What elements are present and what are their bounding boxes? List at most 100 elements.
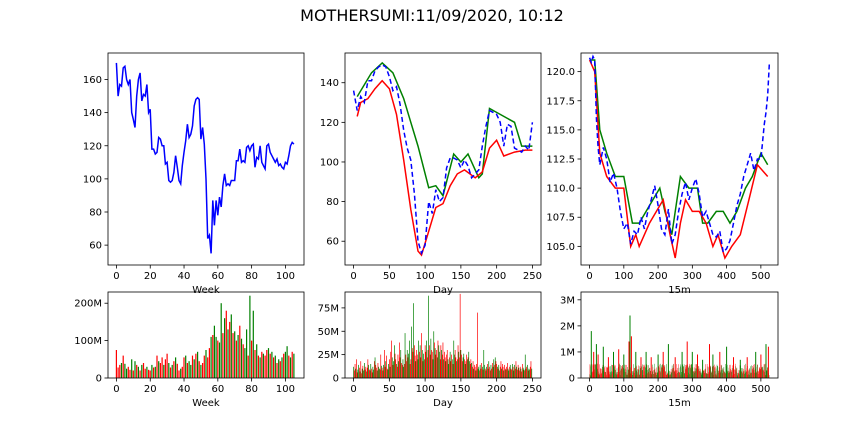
- volume-bar: [447, 359, 449, 378]
- volume-bar: [517, 369, 518, 378]
- volume-bar: [399, 357, 401, 378]
- volume-bar: [502, 366, 504, 378]
- x-tick-label: 0: [350, 271, 356, 282]
- volume-bar: [416, 354, 418, 378]
- x-tick-label: 100: [276, 384, 295, 395]
- volume-bar: [489, 370, 491, 378]
- volume-bar: [597, 354, 599, 378]
- volume-bar: [230, 314, 232, 378]
- volume-bar: [433, 331, 435, 378]
- volume-bar: [417, 359, 419, 378]
- volume-bar: [502, 364, 503, 378]
- volume-bar: [358, 364, 359, 378]
- volume-bar: [203, 355, 205, 378]
- y-tick-label: 115.0: [546, 125, 575, 136]
- volume-bar: [386, 355, 387, 378]
- volume-bar: [136, 364, 138, 378]
- volume-bar: [529, 366, 531, 378]
- volume-bar: [416, 350, 417, 378]
- volume-bar: [148, 369, 150, 378]
- volume-bar: [210, 336, 212, 378]
- volume-bar: [235, 340, 237, 378]
- volume-bar: [490, 364, 492, 378]
- volume-bar: [517, 364, 519, 378]
- volume-bar: [419, 345, 421, 378]
- volume-bar: [629, 315, 631, 378]
- y-tick-label: 100: [320, 157, 339, 168]
- volume-bar: [151, 364, 153, 378]
- volume-bar: [391, 340, 392, 378]
- volume-bar: [755, 351, 757, 378]
- volume-bar: [515, 361, 517, 378]
- volume-bar: [289, 357, 292, 378]
- volume-bar: [273, 357, 275, 378]
- volume-bar: [436, 350, 437, 378]
- volume-bar: [207, 357, 209, 378]
- volume-bar: [428, 295, 429, 378]
- x-tick-label: 400: [717, 384, 736, 395]
- volume-bar: [359, 371, 361, 378]
- volume-bar: [357, 369, 359, 378]
- volume-bar: [438, 345, 440, 378]
- volume-bar: [454, 354, 455, 378]
- volume-bar: [415, 361, 417, 378]
- volume-bar: [208, 348, 210, 378]
- volume-bar: [468, 351, 470, 378]
- volume-bar: [164, 359, 166, 378]
- volume-bar: [370, 364, 372, 378]
- y-tick-label: 60: [326, 237, 339, 248]
- volume-bar: [366, 367, 368, 378]
- volume-bar: [474, 364, 475, 378]
- volume-bar: [363, 370, 364, 378]
- volume-bar: [380, 354, 382, 378]
- volume-bar: [115, 350, 117, 378]
- volume-bar: [469, 361, 470, 378]
- volume-bar: [461, 354, 462, 378]
- volume-bar: [149, 370, 151, 378]
- x-tick-label: 0: [586, 271, 592, 282]
- volume-bar: [522, 367, 524, 378]
- volume-bar: [486, 366, 487, 378]
- volume-bar: [385, 361, 387, 378]
- volume-bar: [478, 366, 480, 378]
- volume-bar: [429, 354, 431, 378]
- volume-bar: [361, 368, 363, 378]
- axes-frame-15m-volume: [580, 291, 779, 379]
- volume-bar: [686, 341, 688, 378]
- volume-bar: [376, 370, 378, 378]
- x-tick-label: 0: [350, 384, 356, 395]
- x-tick-label: 50: [383, 384, 396, 395]
- volume-bar: [712, 354, 714, 378]
- axes-frame-daily-price: [344, 52, 542, 266]
- volume-bar: [414, 355, 416, 378]
- volume-bar: [197, 351, 199, 378]
- volume-bar: [229, 321, 231, 378]
- volume-bar: [674, 357, 676, 378]
- volume-bar: [760, 354, 762, 378]
- volume-bar: [457, 345, 459, 378]
- chart-daily-volume: 0 50 100 150 200 250 0 25M 50M 75M Day: [318, 291, 542, 409]
- volume-bar: [256, 344, 258, 378]
- volume-bar: [424, 345, 426, 378]
- volume-bar: [446, 354, 447, 378]
- volume-bar: [394, 353, 396, 378]
- volume-bar: [293, 353, 295, 378]
- y-tick-label: 0: [333, 374, 339, 385]
- volume-bar: [283, 353, 285, 378]
- volume-bar: [445, 361, 447, 378]
- x-axis-label: Week: [192, 285, 220, 296]
- x-tick-label: 200: [649, 271, 668, 282]
- volume-bar: [467, 357, 469, 378]
- volume-bar: [284, 351, 286, 378]
- plot-area-weekly-volume: [115, 295, 295, 378]
- volume-bar: [719, 351, 721, 378]
- volume-bar: [384, 350, 385, 378]
- volume-bar: [497, 368, 499, 378]
- volume-bar: [369, 369, 370, 378]
- volume-bar: [356, 359, 357, 378]
- volume-bar: [501, 368, 502, 378]
- volume-bar: [466, 354, 467, 378]
- volume-bar: [499, 366, 501, 378]
- y-tick-label: 80: [326, 197, 339, 208]
- volume-bar: [395, 359, 397, 378]
